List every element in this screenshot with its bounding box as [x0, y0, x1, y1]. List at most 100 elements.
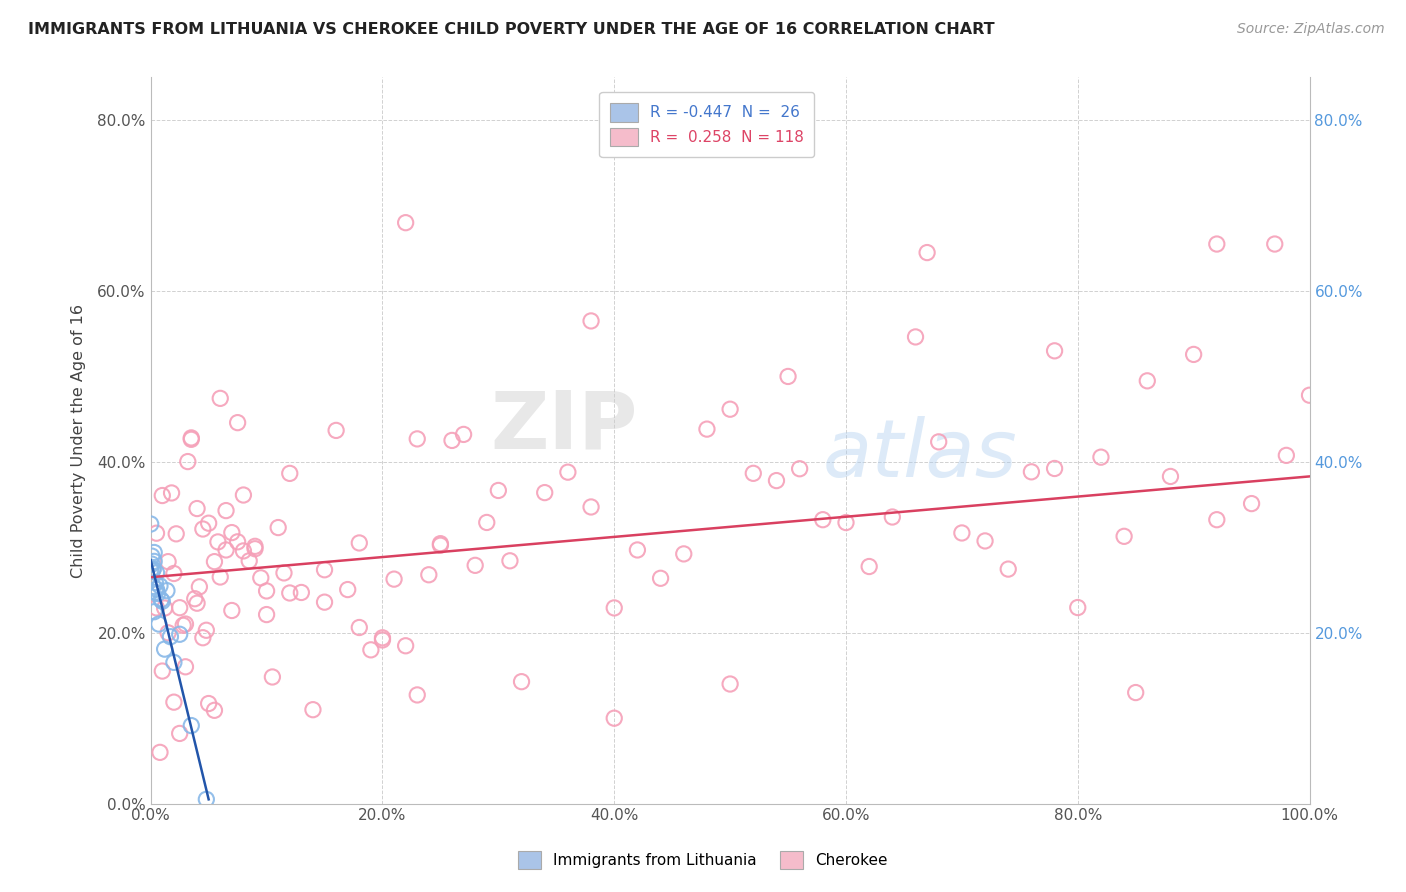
Point	[579, 314, 602, 328]
Point	[1159, 469, 1181, 483]
Point	[197, 516, 219, 531]
Point	[440, 434, 463, 448]
Point	[191, 631, 214, 645]
Point	[1090, 450, 1112, 465]
Point	[232, 488, 254, 502]
Point	[150, 489, 173, 503]
Point	[360, 643, 382, 657]
Text: atlas: atlas	[823, 416, 1018, 494]
Point	[371, 631, 394, 645]
Point	[811, 513, 834, 527]
Point	[950, 525, 973, 540]
Point	[209, 392, 232, 406]
Point	[145, 566, 167, 580]
Point	[172, 618, 194, 632]
Legend: Immigrants from Lithuania, Cherokee: Immigrants from Lithuania, Cherokee	[512, 845, 894, 875]
Point	[395, 639, 418, 653]
Point	[1275, 449, 1298, 463]
Point	[153, 601, 176, 615]
Point	[221, 603, 243, 617]
Point	[915, 245, 938, 260]
Point	[696, 422, 718, 436]
Point	[262, 670, 284, 684]
Point	[163, 566, 186, 581]
Point	[765, 474, 787, 488]
Point	[142, 563, 165, 577]
Point	[159, 630, 181, 644]
Point	[143, 605, 166, 619]
Point	[174, 617, 197, 632]
Point	[226, 416, 249, 430]
Point	[718, 677, 741, 691]
Point	[429, 538, 451, 552]
Point	[177, 454, 200, 468]
Point	[486, 483, 509, 498]
Point	[475, 516, 498, 530]
Point	[186, 501, 208, 516]
Point	[197, 697, 219, 711]
Point	[180, 433, 202, 447]
Point	[1067, 600, 1090, 615]
Point	[256, 583, 278, 598]
Point	[145, 526, 167, 541]
Point	[165, 526, 187, 541]
Point	[186, 596, 208, 610]
Point	[858, 559, 880, 574]
Point	[1021, 465, 1043, 479]
Point	[499, 554, 522, 568]
Point	[195, 792, 218, 806]
Point	[464, 558, 486, 573]
Point	[141, 549, 163, 563]
Point	[835, 516, 858, 530]
Point	[215, 503, 238, 517]
Point	[174, 660, 197, 674]
Point	[143, 554, 166, 568]
Point	[195, 624, 218, 638]
Point	[882, 510, 904, 524]
Point	[146, 586, 169, 600]
Point	[278, 586, 301, 600]
Point	[1298, 388, 1320, 402]
Point	[150, 592, 173, 607]
Point	[336, 582, 359, 597]
Point	[209, 570, 232, 584]
Point	[184, 591, 207, 606]
Point	[149, 579, 172, 593]
Point	[232, 544, 254, 558]
Point	[406, 432, 429, 446]
Point	[143, 545, 166, 559]
Point	[453, 427, 475, 442]
Point	[145, 600, 167, 615]
Point	[180, 431, 202, 445]
Point	[1264, 237, 1286, 252]
Point	[371, 632, 394, 647]
Point	[314, 563, 336, 577]
Point	[418, 567, 440, 582]
Point	[314, 595, 336, 609]
Point	[160, 486, 183, 500]
Point	[382, 572, 405, 586]
Point	[742, 467, 765, 481]
Point	[776, 369, 799, 384]
Point	[243, 539, 266, 553]
Point	[429, 536, 451, 550]
Point	[215, 543, 238, 558]
Point	[149, 745, 172, 759]
Point	[997, 562, 1019, 576]
Point	[533, 485, 555, 500]
Point	[302, 703, 325, 717]
Y-axis label: Child Poverty Under the Age of 16: Child Poverty Under the Age of 16	[72, 303, 86, 577]
Point	[349, 620, 371, 634]
Point	[148, 617, 170, 632]
Point	[290, 585, 312, 599]
Point	[204, 703, 226, 717]
Point	[150, 594, 173, 608]
Point	[395, 216, 418, 230]
Point	[207, 535, 229, 549]
Point	[273, 566, 295, 580]
Point	[163, 656, 186, 670]
Point	[1043, 461, 1066, 475]
Point	[249, 571, 271, 585]
Point	[150, 664, 173, 678]
Point	[188, 580, 211, 594]
